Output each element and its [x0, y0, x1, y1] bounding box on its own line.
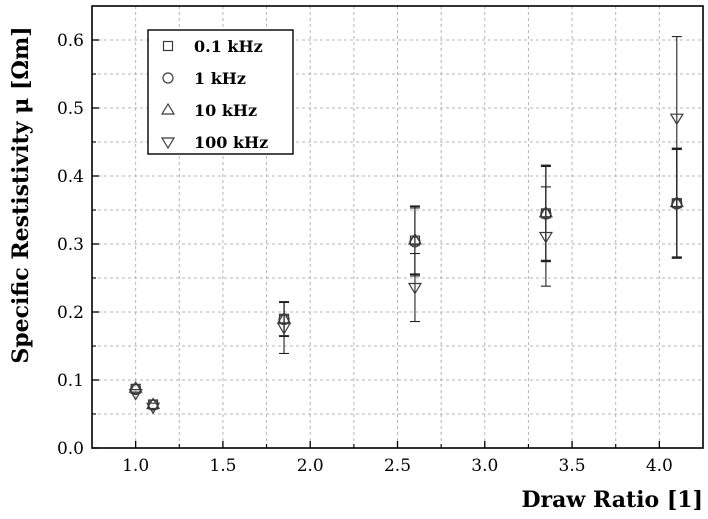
- data-point: [407, 232, 423, 245]
- legend-marker: [160, 137, 176, 150]
- data-point: [669, 195, 684, 208]
- y-tick-label: 0.1: [57, 371, 84, 391]
- y-tick-label: 0.5: [57, 99, 84, 119]
- x-tick-label: 1.0: [122, 456, 149, 476]
- data-point: [538, 231, 553, 244]
- legend-label: 10 kHz: [194, 101, 257, 120]
- data-point: [278, 313, 290, 326]
- legend-label: 100 kHz: [194, 133, 268, 152]
- data-point: [128, 389, 143, 401]
- legend-marker: [162, 40, 174, 52]
- data-point: [407, 282, 423, 295]
- y-tick-label: 0.3: [57, 235, 84, 255]
- y-tick-label: 0.2: [57, 303, 84, 323]
- tick-labels: 1.0 1.5 2.0 2.5 3.0 3.5 4.0 0.0 0.1 0.2 0.3 0.4 0.5 0…: [57, 31, 673, 476]
- y-axis-title: Specific Restistivity μ [Ωm]: [8, 26, 34, 363]
- legend-marker: [162, 72, 174, 84]
- data-point: [128, 380, 143, 393]
- x-tick-label: 3.0: [471, 456, 498, 476]
- y-tick-label: 0.0: [57, 439, 84, 459]
- legend-marker: [160, 102, 176, 115]
- legend: 0.1 kHz 1 kHz 10 kHz 100 kHz: [147, 29, 294, 155]
- data-point: [146, 402, 161, 415]
- y-tick-label: 0.6: [57, 31, 84, 51]
- data-point: [276, 311, 292, 324]
- data-point: [276, 323, 292, 335]
- data-point: [538, 205, 553, 218]
- data-point: [669, 113, 684, 126]
- y-tick-label: 0.4: [57, 167, 84, 187]
- x-axis-title: Draw Ratio [1]: [521, 487, 703, 513]
- data-markers: [128, 113, 684, 415]
- legend-label: 1 kHz: [194, 69, 246, 88]
- x-tick-label: 2.0: [297, 456, 324, 476]
- x-tick-label: 2.5: [384, 456, 411, 476]
- error-bars: [279, 36, 682, 355]
- plot-frame: [91, 5, 704, 449]
- x-tick-label: 1.5: [209, 456, 236, 476]
- x-tick-label: 4.0: [646, 456, 673, 476]
- x-tick-label: 3.5: [559, 456, 586, 476]
- legend-label: 0.1 kHz: [194, 37, 263, 56]
